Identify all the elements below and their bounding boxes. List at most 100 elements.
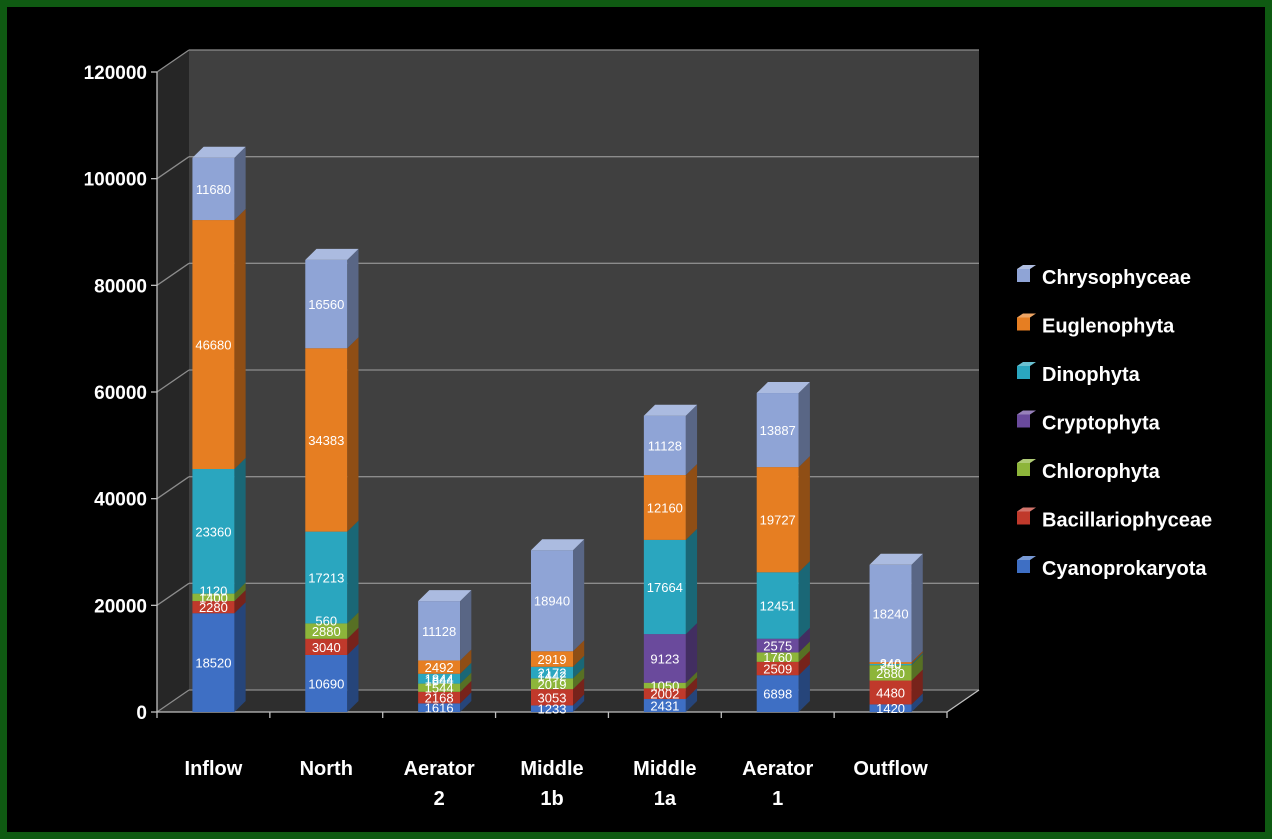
data-label: 1120 bbox=[199, 584, 227, 599]
legend-swatch bbox=[1017, 511, 1030, 525]
x-category-label: North bbox=[300, 758, 353, 780]
bar-segment-side bbox=[573, 678, 585, 706]
bar-segment-side bbox=[798, 456, 810, 573]
bar-segment bbox=[756, 661, 799, 676]
data-label: 1844 bbox=[425, 672, 454, 687]
data-label: 1760 bbox=[763, 650, 792, 665]
bar-segment bbox=[305, 259, 348, 349]
bar-segment-top bbox=[869, 553, 923, 565]
x-category-label: 2 bbox=[434, 788, 445, 810]
data-label: 2880 bbox=[876, 666, 905, 681]
data-label: 2172 bbox=[538, 666, 567, 681]
data-label: 1544 bbox=[425, 681, 454, 696]
bar-segment bbox=[869, 680, 912, 705]
bar-segment-side bbox=[798, 561, 810, 639]
bar-segment bbox=[756, 393, 799, 468]
data-label: 560 bbox=[315, 613, 337, 628]
bar-segment bbox=[192, 613, 235, 712]
data-label: 4480 bbox=[876, 685, 905, 700]
bar-segment-side bbox=[685, 623, 698, 683]
bar-segment bbox=[305, 638, 348, 655]
legend-label: Chrysophyceae bbox=[1042, 267, 1191, 289]
data-label: 34383 bbox=[308, 433, 344, 448]
bar-segment bbox=[192, 469, 235, 594]
bar-segment-top bbox=[531, 539, 585, 551]
data-label: 12451 bbox=[760, 599, 796, 614]
x-axis-category-labels: Inflow North Aerator 2 Middle 1b Middle 1a Aerat… bbox=[185, 758, 929, 810]
data-label: 2019 bbox=[538, 677, 567, 692]
bar-segment-side bbox=[347, 337, 359, 532]
bar-segment bbox=[756, 652, 799, 662]
bar-segment-side bbox=[573, 640, 585, 667]
bar-segment bbox=[418, 601, 461, 661]
gridline-side bbox=[156, 49, 190, 73]
x-axis-depth-line bbox=[946, 689, 980, 713]
y-tick-label: 120000 bbox=[84, 63, 147, 84]
bar-segment-side bbox=[460, 590, 472, 661]
data-label: 9123 bbox=[650, 651, 679, 666]
bars bbox=[192, 146, 923, 712]
legend-swatch-top bbox=[1017, 265, 1036, 269]
data-label: 2509 bbox=[763, 662, 792, 677]
data-label: 2280 bbox=[199, 600, 228, 615]
bar-segment-side bbox=[460, 649, 472, 674]
bar-segment-side bbox=[347, 248, 359, 349]
bar-segment-side bbox=[573, 667, 585, 690]
bar-segment-top bbox=[756, 382, 810, 394]
legend-swatch-top bbox=[1017, 507, 1036, 512]
gridline-side bbox=[156, 476, 190, 500]
data-label: 19727 bbox=[760, 513, 796, 528]
data-label: 11128 bbox=[648, 438, 682, 453]
bar-segment-side bbox=[911, 651, 923, 664]
legend: Chrysophyceae Euglenophyta Dinophyta Crypto… bbox=[1017, 265, 1212, 580]
data-label: 2492 bbox=[425, 660, 454, 675]
bar-segment-top bbox=[418, 590, 472, 602]
bar-segment-side bbox=[685, 528, 698, 635]
x-category-label: 1a bbox=[654, 788, 677, 810]
gridline-side bbox=[156, 262, 190, 286]
legend-swatch bbox=[1017, 463, 1030, 476]
data-label: 1233 bbox=[538, 702, 567, 717]
legend-swatch bbox=[1017, 317, 1030, 331]
legend-swatch-top bbox=[1017, 362, 1036, 366]
legend-swatch-top bbox=[1017, 313, 1036, 318]
data-label: 1442 bbox=[538, 668, 567, 683]
data-label: 3040 bbox=[312, 640, 341, 655]
bar-segment-side bbox=[798, 627, 810, 653]
bar-segment bbox=[418, 683, 461, 692]
data-label: 11680 bbox=[196, 182, 231, 197]
bar-segment bbox=[418, 691, 461, 704]
data-label: 2880 bbox=[312, 624, 341, 639]
bar-segment bbox=[643, 688, 686, 700]
bar-segment bbox=[643, 415, 686, 476]
bar-segment bbox=[192, 593, 235, 602]
legend-swatch-top bbox=[1017, 410, 1036, 415]
bar-segment-side bbox=[798, 650, 810, 676]
y-tick-label: 0 bbox=[136, 703, 147, 724]
bar-segment bbox=[756, 675, 799, 712]
data-label: 17213 bbox=[308, 571, 344, 586]
x-category-label: Middle bbox=[633, 758, 696, 780]
bar-segment bbox=[192, 220, 235, 470]
bar-segment-side bbox=[234, 458, 246, 594]
data-label: 1400 bbox=[199, 590, 228, 605]
bar-segment-side bbox=[685, 404, 698, 476]
bar-segment bbox=[869, 665, 912, 681]
bar-segment bbox=[192, 601, 235, 614]
data-label: 2168 bbox=[425, 691, 454, 706]
gridline-side bbox=[156, 582, 190, 606]
data-label: 13887 bbox=[760, 423, 796, 438]
data-label: 12160 bbox=[647, 500, 683, 515]
bar-segment-side bbox=[347, 612, 359, 639]
data-label: 2002 bbox=[650, 687, 679, 702]
legend-label: Cryptophyta bbox=[1042, 413, 1161, 435]
data-label: 18240 bbox=[872, 606, 908, 621]
bar-segment-side bbox=[234, 590, 246, 614]
bar-segment-side bbox=[234, 602, 246, 712]
data-label: 11128 bbox=[422, 624, 456, 639]
bar-segment-side bbox=[234, 146, 246, 221]
y-tick-label: 40000 bbox=[94, 490, 147, 511]
data-label: 46680 bbox=[195, 338, 231, 353]
bar-segment-side bbox=[573, 694, 585, 712]
